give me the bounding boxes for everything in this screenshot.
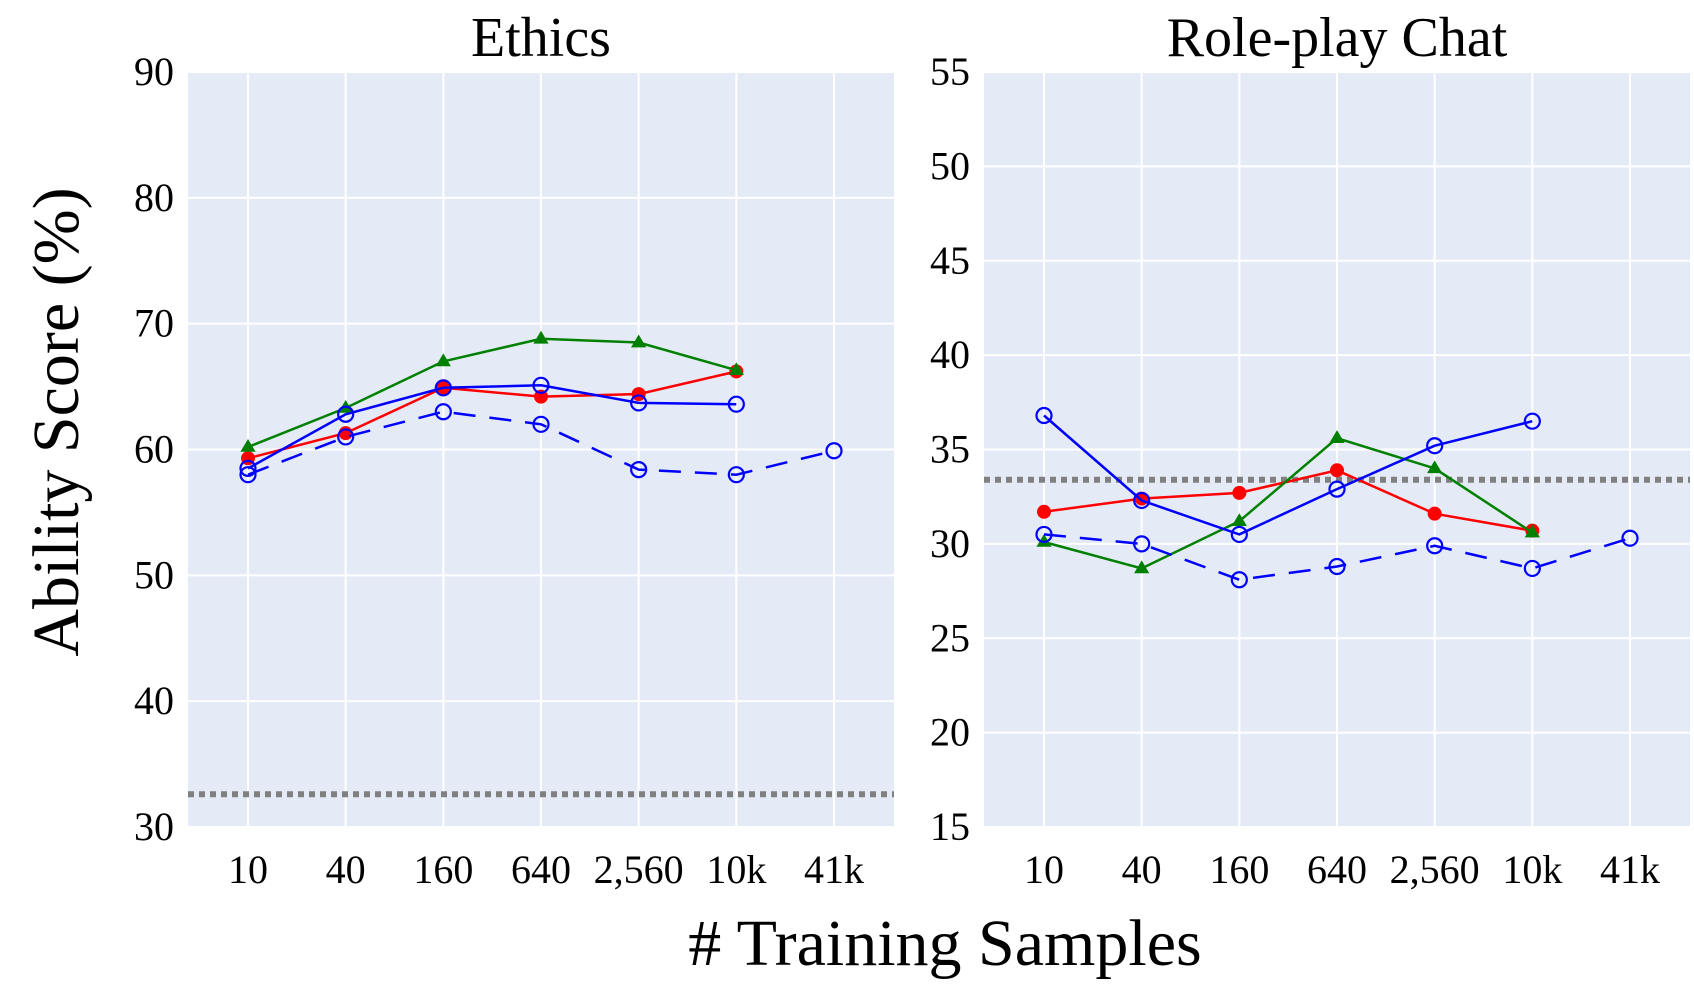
x-tick-label: 41k (804, 847, 864, 892)
y-tick-label: 25 (930, 615, 970, 660)
data-point (337, 428, 355, 446)
data-point (434, 403, 452, 421)
data-point (1523, 559, 1541, 578)
y-tick-label: 60 (134, 427, 174, 472)
series-line (1043, 468, 1533, 532)
y-tick-label: 45 (930, 238, 970, 283)
data-point (1232, 485, 1247, 500)
series-green (1036, 430, 1540, 574)
series-blue-solid (1035, 406, 1541, 544)
data-point (434, 379, 452, 397)
data-point (1426, 437, 1444, 455)
data-point (1037, 504, 1051, 519)
series-line (247, 384, 737, 470)
series-blue-solid (239, 376, 745, 477)
x-tick-label: 2,560 (1390, 847, 1480, 892)
series-line (1043, 414, 1533, 536)
series-green (240, 330, 744, 452)
y-tick-label: 90 (134, 49, 174, 94)
y-tick-label: 80 (134, 175, 174, 220)
data-point (1134, 560, 1150, 574)
data-point (239, 459, 257, 477)
y-tick-label: 70 (134, 301, 174, 346)
data-point (337, 405, 355, 423)
series-line (247, 370, 737, 460)
x-tick-label: 10 (1024, 847, 1064, 892)
chart-title: Ethics (471, 7, 611, 69)
series-blue-dashed (1035, 525, 1639, 589)
data-point (1426, 537, 1444, 555)
y-tick-label: 40 (134, 678, 174, 723)
data-point (532, 376, 550, 394)
data-point (240, 438, 256, 452)
series-blue-dashed (239, 403, 843, 484)
data-point (1621, 529, 1639, 547)
data-point (825, 442, 843, 460)
data-point (1524, 524, 1540, 538)
y-tick-label: 50 (134, 552, 174, 597)
y-tick-label: 15 (930, 804, 970, 849)
data-point (1230, 571, 1248, 589)
data-point (728, 362, 744, 376)
y-axis-label: Ability Score (%) (20, 187, 93, 656)
series-line (1043, 436, 1533, 570)
data-point (532, 415, 550, 433)
series-line (1043, 533, 1631, 581)
x-tick-label: 10k (1502, 847, 1562, 892)
data-point (631, 387, 646, 402)
data-point (1329, 430, 1345, 443)
x-tick-label: 40 (1122, 847, 1162, 892)
data-point (1036, 533, 1052, 547)
data-point (631, 334, 647, 348)
series-line (247, 337, 737, 449)
data-point (1328, 557, 1346, 576)
chart-title: Role-play Chat (1167, 7, 1508, 69)
x-tick-label: 160 (1209, 847, 1269, 892)
y-tick-label: 40 (930, 332, 970, 377)
x-tick-label: 10 (228, 847, 268, 892)
data-point (1427, 506, 1442, 521)
x-tick-label: 640 (1307, 847, 1367, 892)
y-tick-label: 30 (930, 521, 970, 566)
data-point (1230, 525, 1248, 544)
data-point (1035, 406, 1053, 425)
data-point (435, 353, 451, 367)
x-tick-label: 640 (511, 847, 571, 892)
data-point (338, 426, 353, 441)
y-tick-label: 55 (930, 49, 970, 94)
data-point (727, 466, 745, 484)
chart-panel-1: 30 40 50 60 70 80 90 10 40 160 640 2,560 10k 41k Ethic… (134, 7, 894, 892)
y-tick-label: 20 (930, 710, 970, 755)
data-point (1427, 460, 1443, 474)
x-axis-label: # Training Samples (688, 907, 1201, 980)
x-tick-label: 2,560 (594, 847, 684, 892)
data-point (1330, 463, 1344, 478)
data-point (1523, 412, 1541, 430)
data-point (533, 330, 549, 344)
data-point (1133, 535, 1151, 553)
chart-panels: 30 40 50 60 70 80 90 10 40 160 640 2,560 10k 41k Ethic… (134, 7, 1690, 892)
x-tick-label: 41k (1600, 847, 1660, 892)
x-tick-label: 10k (706, 847, 766, 892)
series-line (247, 410, 835, 476)
x-tick-label: 40 (326, 847, 366, 892)
data-point (630, 461, 648, 479)
data-point (630, 394, 648, 412)
data-point (1035, 525, 1053, 544)
x-tick-label: 160 (413, 847, 473, 892)
data-point (1133, 491, 1151, 510)
y-tick-label: 30 (134, 804, 174, 849)
data-point (239, 466, 257, 484)
data-point (1231, 513, 1247, 527)
data-point (727, 395, 745, 413)
chart-panel-2: 15 20 25 30 35 40 45 50 55 10 40 160 640 2,560 10k 41k R… (930, 7, 1690, 892)
data-point (1328, 480, 1346, 498)
y-tick-label: 35 (930, 427, 970, 472)
y-tick-label: 50 (930, 143, 970, 188)
